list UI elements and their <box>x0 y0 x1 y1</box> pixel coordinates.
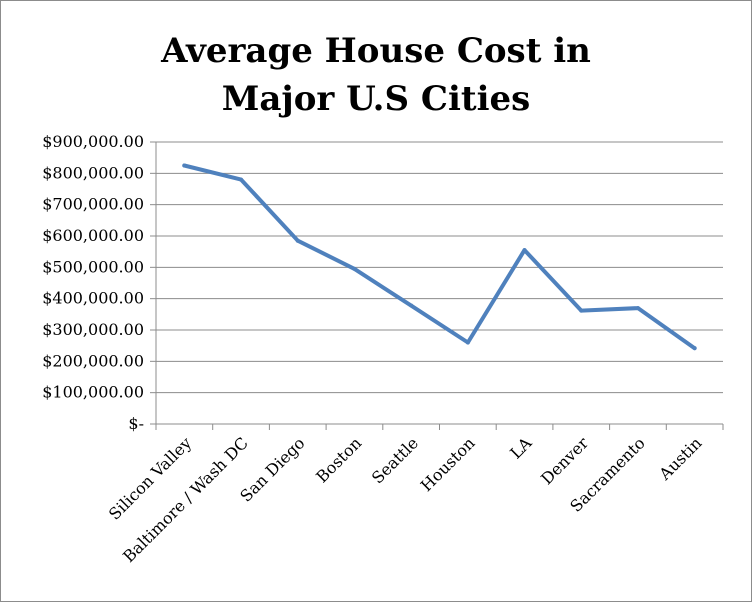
y-tick-label: $100,000.00 <box>42 383 144 402</box>
data-point <box>635 306 640 311</box>
y-tick-labels: $- $100,000.00 $200,000.00 $300,000.00 $400,… <box>42 132 144 433</box>
data-point <box>239 177 244 182</box>
data-point <box>352 266 357 271</box>
x-tick-label: Houston <box>417 433 479 495</box>
series-line <box>182 163 697 351</box>
y-tick-label: $400,000.00 <box>42 289 144 308</box>
data-point <box>295 238 300 243</box>
data-point <box>182 163 187 168</box>
grid-lines <box>156 141 723 394</box>
y-tick-label: $- <box>128 414 144 433</box>
data-point <box>522 248 527 253</box>
y-tick-label: $700,000.00 <box>42 195 144 214</box>
data-point <box>465 340 470 345</box>
x-tick-label: Austin <box>655 433 706 484</box>
y-tick-label: $800,000.00 <box>42 163 144 182</box>
x-tick-label: Seattle <box>368 433 422 487</box>
y-tick-label: $900,000.00 <box>42 132 144 151</box>
chart-title-line-1: Average House Cost in <box>161 31 591 71</box>
chart-title: Average House Cost in Major U.S Cities <box>1 27 751 123</box>
axes <box>150 141 724 430</box>
y-tick-label: $600,000.00 <box>42 226 144 245</box>
series-layer <box>182 163 697 351</box>
x-tick-label: Boston <box>312 433 365 486</box>
y-tick-label: $300,000.00 <box>42 320 144 339</box>
data-point <box>692 346 697 351</box>
x-tick-label: Denver <box>537 433 592 488</box>
y-tick-label: $200,000.00 <box>42 351 144 370</box>
chart-title-line-2: Major U.S Cities <box>221 79 531 119</box>
x-tick-label: LA <box>506 433 535 462</box>
y-tick-label: $500,000.00 <box>42 257 144 276</box>
data-point <box>579 308 584 313</box>
data-point <box>409 303 414 308</box>
